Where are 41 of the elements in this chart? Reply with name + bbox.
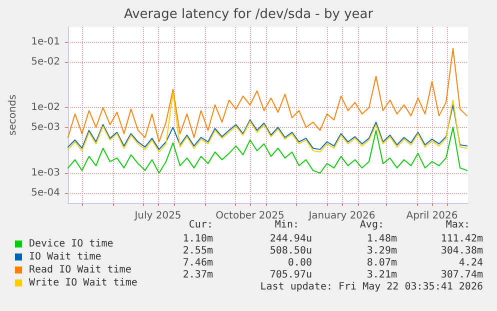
text: 7.46m	[182, 258, 213, 268]
text: 0.00	[288, 258, 312, 268]
text: 111.42m	[440, 234, 483, 244]
y-tick-label: 5e-03	[31, 122, 60, 133]
y-tick-label: 5e-04	[31, 187, 60, 198]
text: 8.07m	[366, 258, 397, 268]
y-tick-label: 1e-02	[31, 102, 60, 114]
chart-title: Average latency for /dev/sda - by year	[124, 7, 374, 22]
text: 304.38m	[440, 246, 483, 256]
text: 1.10m	[182, 234, 213, 244]
text: 2.37m	[182, 270, 213, 280]
text: 244.94u	[270, 234, 312, 244]
text: 705.97u	[270, 270, 312, 280]
y-axis-title: seconds	[8, 94, 18, 136]
x-tick-label: January 2026	[308, 210, 376, 222]
text: 307.74m	[440, 270, 483, 280]
y-tick-label: 5e-02	[31, 56, 60, 68]
legend-label: Read IO Wait time	[29, 264, 132, 276]
legend-label: Device IO time	[29, 238, 114, 250]
text: 3.29m	[366, 246, 397, 256]
line-series	[68, 126, 468, 174]
x-tick-label: October 2025	[216, 210, 284, 222]
text: Max:	[446, 220, 470, 230]
y-tick-label: 1e-01	[31, 36, 60, 48]
text: 4.24	[458, 258, 483, 268]
text: Cur:	[188, 220, 213, 230]
x-tick-label: July 2025	[134, 210, 182, 222]
text: Min:	[274, 220, 299, 230]
line-series	[68, 48, 468, 142]
text: 2.55m	[182, 246, 213, 256]
legend-label: IO Wait time	[29, 252, 102, 262]
text: Last update: Fri May 22 03:35:41 2026	[260, 282, 483, 292]
line-series	[68, 92, 468, 153]
y-tick-label: 1e-03	[31, 168, 60, 179]
text: 3.21m	[366, 270, 397, 280]
text: 508.50u	[270, 246, 312, 256]
x-tick-label: April 2026	[406, 210, 458, 222]
text: Avg:	[360, 220, 384, 230]
text: 1.48m	[366, 234, 397, 244]
legend-label: Write IO Wait time	[29, 278, 138, 288]
line-series	[68, 104, 468, 150]
